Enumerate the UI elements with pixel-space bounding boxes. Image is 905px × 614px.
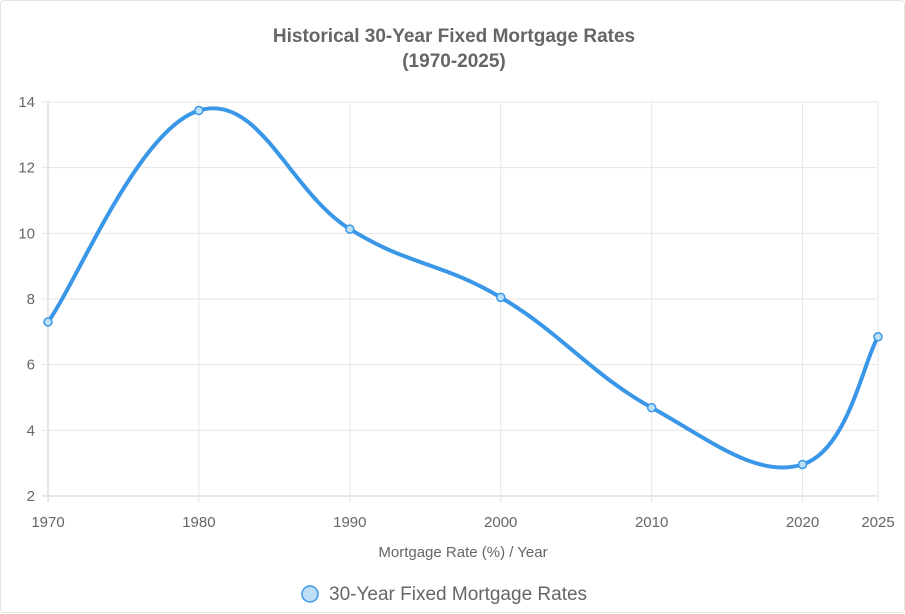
y-tick-label: 14 (18, 94, 35, 111)
data-point[interactable] (873, 332, 883, 342)
legend[interactable]: 30-Year Fixed Mortgage Rates (301, 584, 587, 605)
chart-title-line-1: Historical 30-Year Fixed Mortgage Rates (273, 26, 635, 47)
x-tick-label: 1970 (31, 514, 64, 531)
x-tick-label: 2010 (635, 514, 668, 531)
data-point[interactable] (194, 105, 204, 116)
y-tick-label: 8 (27, 291, 35, 308)
data-point[interactable] (43, 317, 53, 327)
legend-marker-icon[interactable] (301, 585, 319, 603)
x-tick-label: 2020 (786, 514, 819, 531)
series-line (46, 106, 880, 470)
x-axis-ticks: 1970 1980 1990 2000 2010 2020 2025 (31, 514, 894, 531)
data-point[interactable] (797, 459, 808, 470)
chart-title: Historical 30-Year Fixed Mortgage Rates … (273, 26, 635, 72)
data-point[interactable] (495, 292, 506, 303)
grid-lines (42, 101, 879, 502)
data-series (43, 105, 883, 470)
x-tick-label: 1990 (333, 514, 366, 531)
y-tick-label: 10 (18, 225, 35, 242)
chart-title-line-2: (1970-2025) (402, 51, 506, 72)
x-tick-label: 1980 (182, 514, 215, 531)
x-axis-title: Mortgage Rate (%) / Year (378, 544, 547, 561)
y-tick-label: 4 (27, 422, 35, 439)
y-tick-label: 12 (18, 160, 35, 177)
y-tick-label: 2 (27, 488, 35, 505)
y-axis-ticks: 2 4 6 8 10 12 14 (18, 94, 35, 505)
x-tick-label: 2000 (484, 514, 517, 531)
legend-label[interactable]: 30-Year Fixed Mortgage Rates (329, 584, 587, 605)
y-tick-label: 6 (27, 357, 35, 374)
data-point[interactable] (646, 402, 657, 413)
data-point[interactable] (345, 224, 355, 234)
x-tick-label: 2025 (861, 514, 894, 531)
